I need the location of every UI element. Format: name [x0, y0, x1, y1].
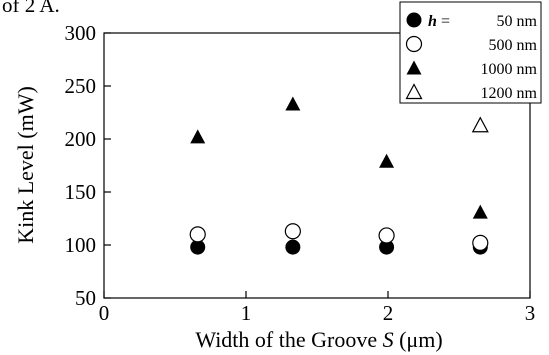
- data-point: [379, 239, 395, 255]
- legend-marker: [405, 35, 423, 53]
- x-axis: 0 1 2 3: [99, 291, 536, 325]
- y-tick-label: 250: [65, 74, 97, 98]
- data-point: [378, 227, 395, 244]
- x-axis-label-text: Width of the Groove: [195, 327, 377, 352]
- y-axis-label: Kink Level (mW): [13, 86, 38, 244]
- x-tick-label: 2: [383, 301, 394, 325]
- data-point: [472, 234, 489, 251]
- data-point: [190, 239, 206, 255]
- data-point: [284, 223, 301, 240]
- plot-frame: [103, 32, 531, 299]
- data-point: [189, 226, 206, 243]
- data-point: [471, 116, 489, 133]
- data-point: [472, 204, 488, 219]
- y-tick-label: 300: [65, 21, 97, 45]
- y-tick-label: 50: [75, 286, 96, 310]
- x-axis-label: Width of the Groove S (μm): [195, 327, 442, 352]
- x-tick-label: 1: [241, 301, 252, 325]
- x-axis-label-unit: (μm): [399, 327, 443, 352]
- legend-marker: [406, 12, 422, 28]
- legend-label: 1000 nm: [481, 61, 538, 78]
- x-axis-label-var: S: [383, 327, 394, 352]
- x-tick-label: 3: [525, 301, 536, 325]
- legend: h = 50 nm 500 nm 1000 nm 1200 nm: [399, 1, 542, 104]
- y-tick-label: 150: [65, 180, 97, 204]
- header-fragment: of 2 A.: [2, 0, 60, 17]
- legend-label: 1200 nm: [481, 85, 538, 102]
- data-point: [379, 153, 395, 168]
- data-point: [285, 239, 301, 255]
- legend-marker: [406, 60, 422, 75]
- legend-variable: h: [428, 13, 437, 30]
- y-axis: 50 100 150 200 250 300: [65, 21, 111, 310]
- legend-label: 500 nm: [489, 37, 538, 54]
- legend-equals: =: [441, 13, 450, 30]
- data-points: [189, 96, 489, 255]
- legend-marker: [405, 83, 423, 100]
- y-tick-label: 100: [65, 233, 97, 257]
- legend-label: 50 nm: [497, 13, 538, 30]
- data-point: [285, 96, 301, 111]
- legend-box: [399, 1, 542, 104]
- y-tick-label: 200: [65, 127, 97, 151]
- x-tick-label: 0: [99, 301, 110, 325]
- data-point: [190, 129, 206, 144]
